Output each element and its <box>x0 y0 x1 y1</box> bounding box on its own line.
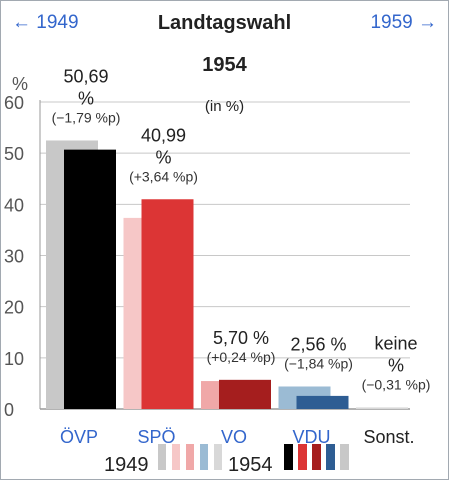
bar-1954-sp <box>141 199 194 409</box>
category-label-vp[interactable]: ÖVP <box>60 427 98 447</box>
legend-swatch-1949 <box>186 444 194 470</box>
category-label-vo[interactable]: VO <box>221 427 247 447</box>
category-label-sp[interactable]: SPÖ <box>137 427 175 447</box>
next-election-link[interactable]: 1959 → <box>370 12 437 33</box>
bar-1954-vo <box>219 379 271 409</box>
y-tick-label: 30 <box>4 247 24 267</box>
legend-swatch-1954 <box>312 444 321 470</box>
unit-label: (in %) <box>204 98 245 115</box>
legend-swatch-1954 <box>298 444 307 470</box>
category-label-sonst: Sonst. <box>363 427 414 447</box>
bar-1949-sonst <box>356 407 408 409</box>
legend-swatch-1949 <box>200 444 208 470</box>
change-label: (−1,84 %p) <box>284 355 353 371</box>
bar-1954-vp <box>64 149 116 409</box>
legend-year-1954: 1954 <box>228 454 273 476</box>
legend-swatch-1949 <box>158 444 166 470</box>
legend-swatch-1954 <box>326 444 335 470</box>
previous-election-link[interactable]: ← 1949 <box>12 12 79 33</box>
legend-swatch-1949 <box>214 444 222 470</box>
value-label: 40,99 <box>141 125 186 145</box>
legend-year-1949: 1949 <box>104 454 149 476</box>
value-label: % <box>78 88 94 108</box>
y-tick-label: 10 <box>4 349 24 369</box>
bar-1954-vdu <box>296 395 349 409</box>
chart-subtitle: 1954 <box>202 54 247 76</box>
y-tick-label: 0 <box>4 400 14 420</box>
y-tick-label: 40 <box>4 195 24 215</box>
change-label: (+3,64 %p) <box>129 168 198 184</box>
value-label: 5,70 % <box>213 328 269 348</box>
category-label-vdu[interactable]: VDU <box>292 427 330 447</box>
y-tick-label: 50 <box>4 144 24 164</box>
change-label: (+0,24 %p) <box>207 349 276 365</box>
y-tick-label: 20 <box>4 298 24 318</box>
value-label: % <box>155 147 171 167</box>
y-axis-label: % <box>12 74 28 94</box>
legend-swatch-1954 <box>340 444 349 470</box>
legend-swatch-1954 <box>284 444 293 470</box>
value-label: 50,69 <box>63 66 108 86</box>
change-label: (−1,79 %p) <box>52 109 121 125</box>
value-label: 2,56 % <box>290 334 346 354</box>
value-label: % <box>388 355 404 375</box>
y-tick-label: 60 <box>4 93 24 113</box>
value-label: keine <box>374 333 417 353</box>
change-label: (−0,31 %p) <box>362 376 431 392</box>
chart-title: Landtagswahl <box>157 12 292 34</box>
legend-swatch-1949 <box>172 444 180 470</box>
